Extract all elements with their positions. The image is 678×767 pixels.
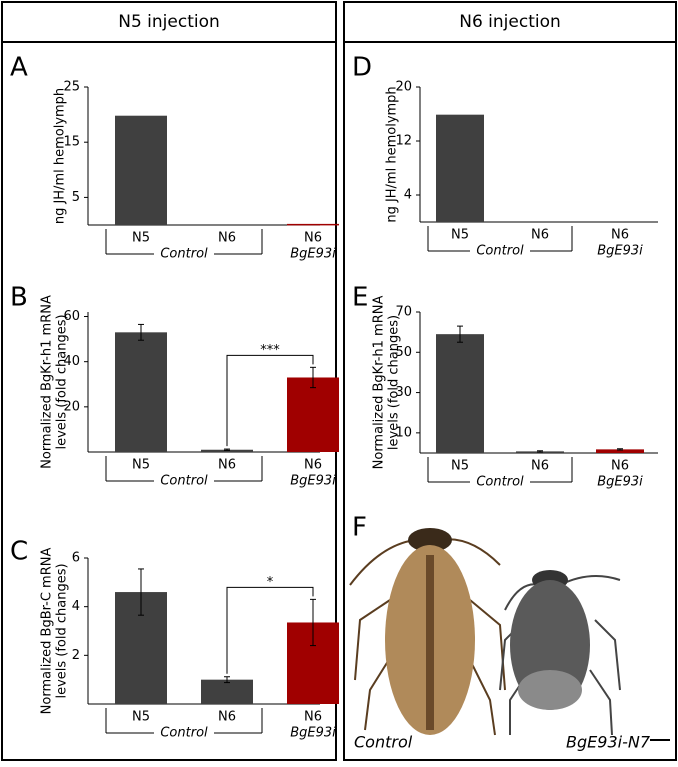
x-tick-label: N6	[531, 459, 549, 474]
group-label: BgE93i	[290, 247, 336, 262]
y-tick-label: 70	[395, 305, 412, 320]
y-tick-label: 4	[72, 599, 80, 614]
bar	[436, 334, 484, 453]
group-label: Control	[160, 247, 208, 262]
significance-bracket	[226, 354, 314, 447]
photo-label: Control	[354, 733, 413, 752]
bar	[201, 679, 253, 704]
significance-label: *	[267, 575, 274, 590]
y-axis-label: ng JH/ml hemolymph	[53, 88, 68, 224]
y-tick-label: 20	[63, 399, 80, 414]
y-tick-label: 6	[72, 551, 80, 566]
y-tick-label: 30	[395, 385, 412, 400]
x-tick-label: N5	[132, 231, 150, 246]
group-label: Control	[476, 475, 524, 490]
panel-letter: C	[10, 537, 28, 567]
photo-label: BgE93i-N7	[566, 733, 651, 752]
group-label: BgE93i	[597, 475, 643, 490]
x-tick-label: N5	[132, 710, 150, 725]
x-tick-label: N6	[611, 459, 629, 474]
y-tick-label: 4	[404, 188, 412, 203]
y-tick-label: 5	[72, 190, 80, 205]
group-label: Control	[160, 474, 208, 489]
bar	[115, 332, 167, 452]
y-axis-label: levels (fold changes)	[387, 315, 402, 450]
x-tick-label: N6	[304, 458, 322, 473]
photo	[349, 528, 621, 736]
y-axis-label: Normalized BgKr-h1 mRNA	[372, 296, 387, 470]
y-tick-label: 20	[395, 80, 412, 95]
y-tick-label: 25	[63, 80, 80, 95]
panel-letter: D	[352, 53, 372, 83]
bar	[436, 114, 484, 222]
bar	[596, 449, 644, 453]
panel-letter: F	[352, 513, 367, 543]
x-tick-label: N6	[611, 228, 629, 243]
y-tick-label: 15	[63, 135, 80, 150]
panel-letter: A	[10, 53, 28, 83]
y-axis-label: levels (fold changes)	[55, 314, 70, 449]
panel-letter: E	[352, 283, 368, 313]
group-label: BgE93i	[597, 244, 643, 259]
bar	[287, 377, 339, 452]
bar	[287, 223, 339, 226]
panel-header: N5 injection	[118, 12, 220, 32]
group-label: Control	[160, 726, 208, 741]
x-tick-label: N6	[304, 231, 322, 246]
bar	[115, 115, 167, 225]
x-tick-label: N6	[218, 710, 236, 725]
y-axis-label: Normalized BgKr-h1 mRNA	[40, 295, 55, 469]
y-tick-label: 40	[63, 354, 80, 369]
panel-letter: B	[10, 283, 28, 313]
x-tick-label: N6	[218, 231, 236, 246]
x-tick-label: N5	[132, 458, 150, 473]
x-tick-label: N6	[304, 710, 322, 725]
panel-header: N6 injection	[459, 12, 561, 32]
y-tick-label: 50	[395, 345, 412, 360]
x-tick-label: N6	[531, 228, 549, 243]
significance-bracket	[226, 586, 314, 674]
x-tick-label: N6	[218, 458, 236, 473]
y-axis-label: ng JH/ml hemolymph	[385, 86, 400, 222]
y-axis-label: Normalized BgBr-C mRNA	[40, 548, 55, 715]
significance-label: ***	[260, 343, 280, 358]
y-tick-label: 10	[395, 425, 412, 440]
right-panel-frame	[343, 1, 677, 761]
y-axis-label: levels (fold changes)	[55, 563, 70, 698]
group-label: BgE93i	[290, 726, 336, 741]
y-tick-label: 60	[63, 309, 80, 324]
y-tick-label: 2	[72, 648, 80, 663]
x-tick-label: N5	[451, 459, 469, 474]
x-tick-label: N5	[451, 228, 469, 243]
y-tick-label: 12	[395, 134, 412, 149]
group-label: BgE93i	[290, 474, 336, 489]
group-label: Control	[476, 244, 524, 259]
